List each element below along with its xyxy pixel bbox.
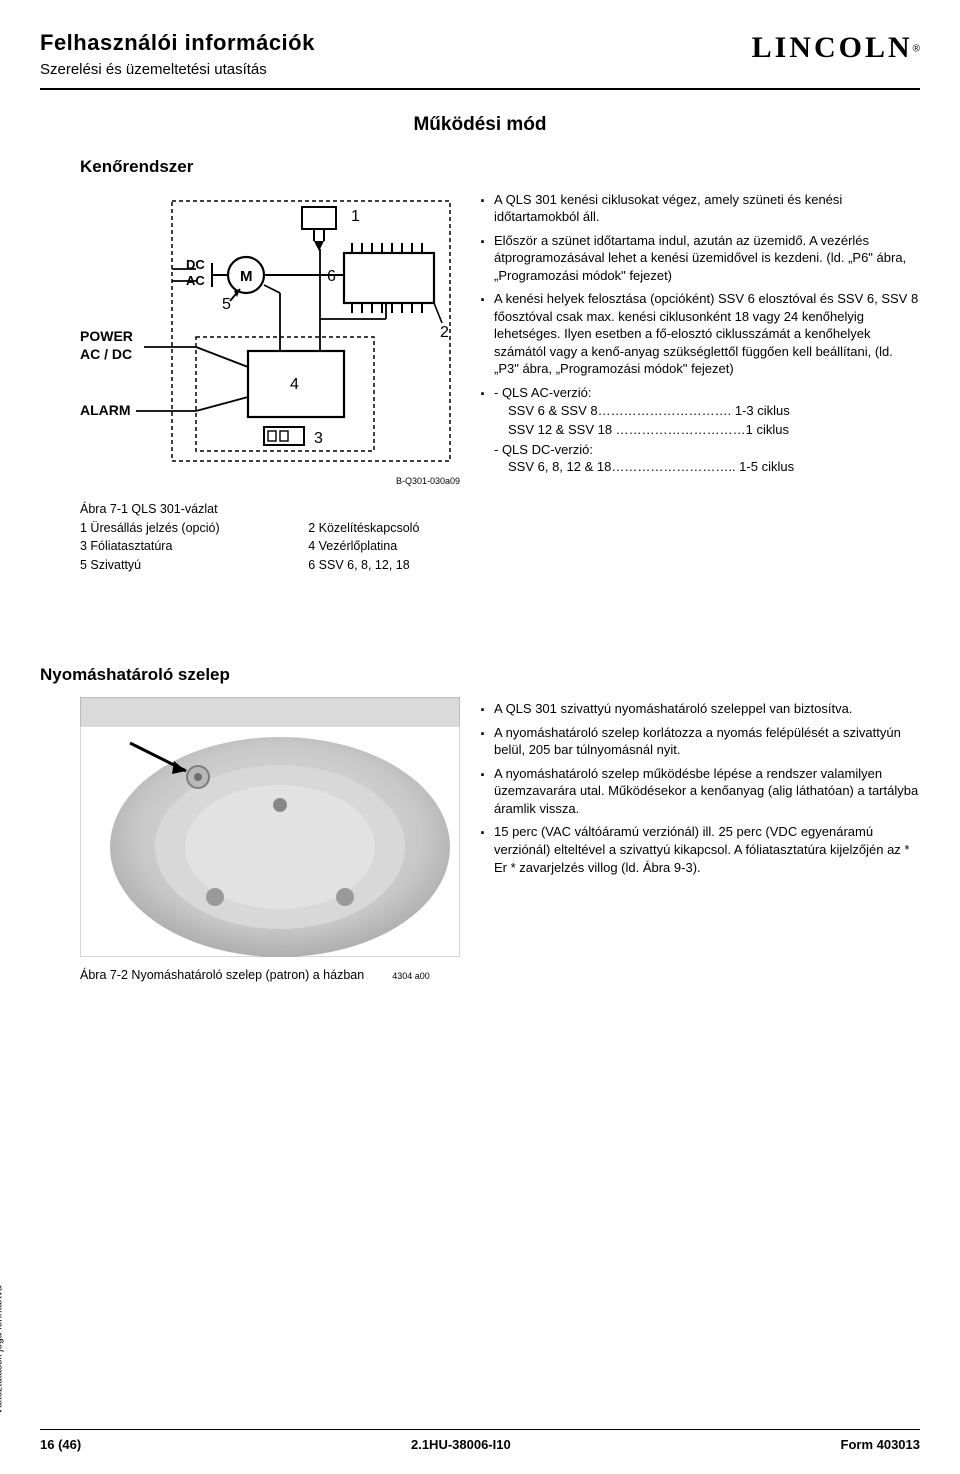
page-header: Felhasználói információk Szerelési és üz… [40,28,920,90]
valve-caption: Ábra 7-2 Nyomáshatároló szelep (patron) … [80,967,364,984]
version-line: SSV 12 & SSV 18 …………………………1 ciklus [494,421,920,439]
legend-title: Ábra 7-1 QLS 301-vázlat [80,501,460,518]
valve-caption-row: Ábra 7-2 Nyomáshatároló szelep (patron) … [80,967,460,984]
bullet-item: Először a szünet időtartama indul, azutá… [480,232,920,285]
brand-text: LINCOLN [752,31,913,64]
valve-photo [80,697,460,957]
bullet-item: A nyomáshatároló szelep korlátozza a nyo… [480,724,920,759]
diagram-num-6: 6 [327,268,336,285]
schematic-diagram: 1 M DC AC [80,191,460,471]
valve-row: Nyomáshatároló szelep [40,664,920,984]
registered-mark: ® [913,44,920,55]
valve-image-column: Nyomáshatároló szelep [40,664,460,984]
diagram-num-4: 4 [290,376,299,393]
page-footer: 16 (46) 2.1HU-38006-I10 Form 403013 [40,1429,920,1454]
brand-logo: LINCOLN® [752,28,920,69]
diagram-column: 1 M DC AC [40,191,460,575]
footer-left: 16 (46) [40,1436,81,1454]
bullet-item: A nyomáshatároló szelep működésbe lépése… [480,765,920,818]
lube-bullets: A QLS 301 kenési ciklusokat végez, amely… [480,191,920,476]
diagram-num-1: 1 [351,208,360,225]
legend-item: 6 SSV 6, 8, 12, 18 [308,557,460,574]
diagram-num-5: 5 [222,296,231,313]
section-title: Működési mód [40,112,920,138]
bullet-item: A kenési helyek felosztása (opcióként) S… [480,290,920,378]
diagram-num-3: 3 [314,430,323,447]
doc-subtitle: Szerelési és üzemeltetési utasítás [40,60,315,80]
lube-text-column: A QLS 301 kenési ciklusokat végez, amely… [480,191,920,482]
diagram-legend: Ábra 7-1 QLS 301-vázlat 1 Üresállás jelz… [80,501,460,575]
side-note: Változtatások joga fenntartva [0,1285,6,1414]
legend-item: 1 Üresállás jelzés (opció) [80,520,260,537]
version-line: SSV 6 & SSV 8…………………………. 1-3 ciklus [494,402,920,420]
footer-center: 2.1HU-38006-I10 [411,1436,511,1454]
legend-item: 2 Közelítéskapcsoló [308,520,460,537]
version-dc-intro: - QLS DC-verzió: [494,441,920,459]
version-line: SSV 6, 8, 12 & 18……………………….. 1-5 ciklus [494,458,920,476]
diagram-num-2: 2 [440,324,449,341]
diagram-ref: B-Q301-030a09 [80,475,460,487]
diagram-acdc: AC / DC [80,346,132,362]
legend-item: 5 Szivattyú [80,557,260,574]
bullet-item: A QLS 301 kenési ciklusokat végez, amely… [480,191,920,226]
valve-bullets: A QLS 301 szivattyú nyomáshatároló szele… [480,700,920,876]
diagram-alarm: ALARM [80,402,131,418]
lube-heading: Kenőrendszer [80,156,920,179]
legend-item: 4 Vezérlőplatina [308,538,460,555]
header-left: Felhasználói információk Szerelési és üz… [40,28,315,80]
bullet-item: 15 perc (VAC váltóáramú verziónál) ill. … [480,823,920,876]
lube-row: 1 M DC AC [40,191,920,575]
valve-text-column: A QLS 301 szivattyú nyomáshatároló szele… [480,664,920,882]
bullet-text: A kenési helyek felosztása (opcióként) S… [494,291,918,376]
bullet-item: - QLS AC-verzió: SSV 6 & SSV 8…………………………… [480,384,920,476]
diagram-m: M [240,268,253,285]
valve-heading: Nyomáshatároló szelep [40,664,460,687]
doc-title: Felhasználói információk [40,28,315,58]
footer-right: Form 403013 [841,1436,921,1454]
version-intro: - QLS AC-verzió: [494,384,920,402]
legend-item: 3 Fóliatasztatúra [80,538,260,555]
diagram-power: POWER [80,328,133,344]
valve-image-ref: 4304 a00 [392,970,430,982]
bullet-item: A QLS 301 szivattyú nyomáshatároló szele… [480,700,920,718]
